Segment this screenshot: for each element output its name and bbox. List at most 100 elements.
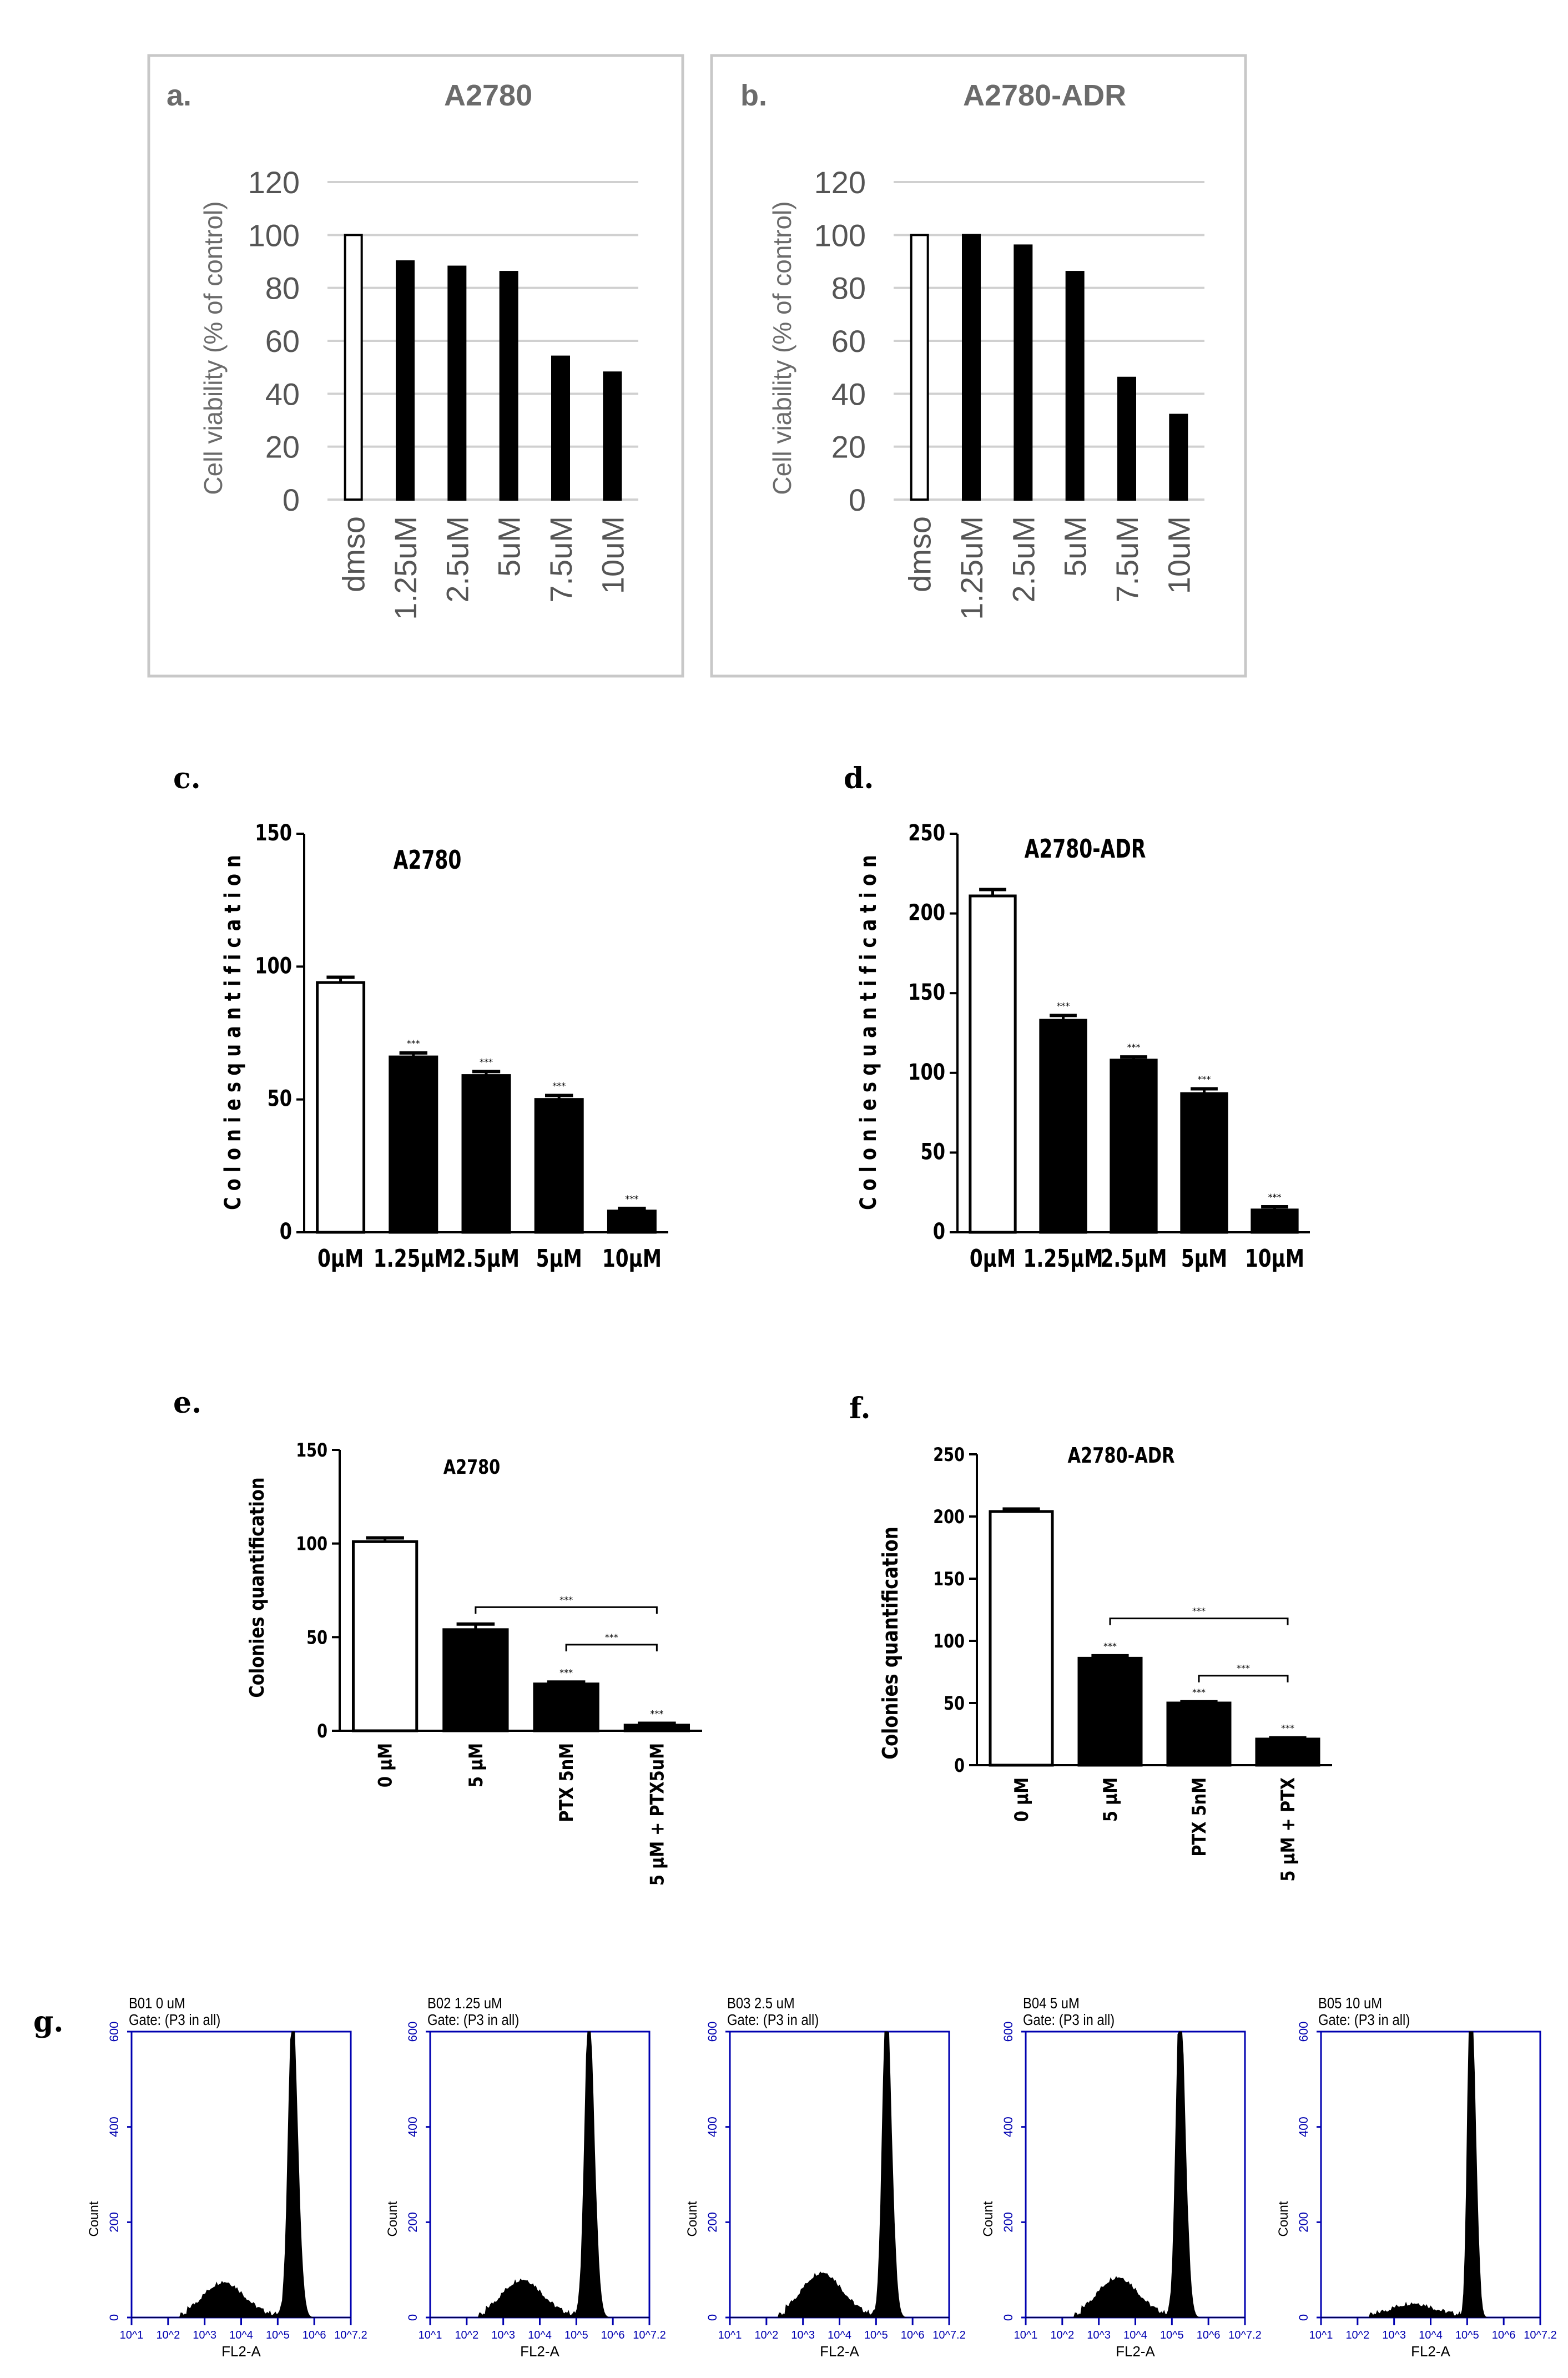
panel-g-ytick-2-3: 600	[705, 2022, 719, 2042]
panel-a-bar-2	[447, 265, 467, 501]
panel-g-xtick-2-6: 10^7.2	[932, 2329, 965, 2341]
panel-g-xtick-2-2: 10^3	[791, 2329, 815, 2341]
panel-g-ytick-3-0: 0	[1001, 2314, 1015, 2321]
panel-g-ytick-0-2: 400	[107, 2117, 121, 2137]
panel-g-xtick-1-4: 10^5	[564, 2329, 588, 2341]
panel-g-ytick-0-3: 600	[107, 2022, 121, 2042]
panel-g-ytick-1-0: 0	[406, 2314, 420, 2321]
panel-d-bar-1	[1039, 1019, 1087, 1234]
panel-e-ytick-1: 50	[306, 1626, 327, 1649]
panel-b-frame	[710, 54, 1247, 678]
panel-g-ytick-4-2: 400	[1297, 2117, 1310, 2137]
panel-b-ytick-4: 80	[831, 271, 866, 306]
panel-f-bar-0	[989, 1510, 1054, 1767]
panel-f-ytick-5: 250	[933, 1444, 965, 1466]
panel-g-xtick-0-1: 10^2	[156, 2329, 180, 2341]
panel-c-bar-2	[461, 1074, 511, 1234]
panel-g-xtick-3-0: 10^1	[1014, 2329, 1038, 2341]
panel-g-histogram-4	[1321, 2031, 1540, 2318]
panel-e-bracket-label-1: ***	[605, 1632, 618, 1643]
panel-d-bar-4	[1251, 1208, 1299, 1234]
panel-g-xtick-3-3: 10^4	[1123, 2329, 1147, 2341]
panel-c-ylabel: C o l o n i e s q u a n t i f i c a t i …	[219, 855, 245, 1210]
panel-f-ytick-0: 0	[954, 1755, 965, 1777]
panel-a-frame	[147, 54, 684, 678]
panel-g-xtick-4-3: 10^4	[1419, 2329, 1443, 2341]
panel-f-sig-1: ***	[1103, 1641, 1117, 1651]
panel-g-histogram-0	[132, 2031, 351, 2318]
panel-g-xtick-2-3: 10^4	[828, 2329, 851, 2341]
panel-g-gate-1: Gate: (P3 in all)	[427, 2011, 519, 2028]
panel-d-xtick-0: 0µM	[970, 1245, 1016, 1273]
panel-e-bracket-label-0: ***	[559, 1594, 573, 1605]
panel-f-xtick-2: PTX 5nM	[1189, 1777, 1211, 1857]
panel-a-xtick-1: 1.25uM	[388, 516, 423, 620]
panel-c-sig-1: ***	[407, 1038, 420, 1049]
panel-g-xtick-2-1: 10^2	[754, 2329, 778, 2341]
panel-g-xlabel-4: FL2-A	[1411, 2343, 1450, 2360]
panel-d-xtick-2: 2.5µM	[1100, 1245, 1167, 1273]
panel-b-xtick-4: 7.5uM	[1110, 516, 1145, 603]
panel-c-sig-2: ***	[480, 1056, 493, 1067]
panel-g-title-2: B03 2.5 uM	[727, 1994, 795, 2012]
panel-b-xtick-3: 5uM	[1058, 516, 1093, 577]
panel-f-sig-2: ***	[1192, 1687, 1206, 1697]
panel-a-xtick-0: dmso	[336, 516, 371, 592]
panel-a-label: a.	[167, 79, 191, 112]
panel-g-xlabel-2: FL2-A	[820, 2343, 859, 2360]
panel-g-ytick-3-3: 600	[1001, 2022, 1015, 2042]
panel-c-ytick-2: 100	[255, 953, 292, 979]
panel-f-sig-3: ***	[1281, 1723, 1294, 1734]
panel-g-xtick-1-6: 10^7.2	[633, 2329, 665, 2341]
panel-g-xtick-0-5: 10^6	[302, 2329, 326, 2341]
panel-b-label: b.	[740, 79, 767, 112]
panel-g-ylabel-2: Count	[685, 2201, 700, 2236]
panel-g-xlabel-3: FL2-A	[1116, 2343, 1155, 2360]
panel-e-bar-2	[533, 1682, 599, 1732]
panel-d-bar-0	[969, 894, 1017, 1234]
panel-g-xtick-3-2: 10^3	[1087, 2329, 1111, 2341]
panel-d-sig-4: ***	[1268, 1192, 1282, 1202]
panel-f-xtick-0: 0 µM	[1011, 1777, 1033, 1822]
panel-g-ylabel-4: Count	[1276, 2201, 1291, 2236]
panel-g-ytick-1-2: 400	[406, 2117, 420, 2137]
panel-c-sig-3: ***	[552, 1080, 566, 1091]
panel-e-xtick-0: 0 µM	[375, 1743, 396, 1787]
panel-a-bar-3	[499, 271, 518, 501]
panel-g-gate-3: Gate: (P3 in all)	[1023, 2011, 1115, 2028]
panel-g-histogram-3	[1026, 2031, 1245, 2318]
panel-d-title: A2780-ADR	[1025, 834, 1146, 864]
panel-g-xtick-3-4: 10^5	[1160, 2329, 1184, 2341]
panel-f-ytick-3: 150	[933, 1568, 965, 1590]
panel-g-xtick-0-4: 10^5	[266, 2329, 290, 2341]
panel-b-title: A2780-ADR	[963, 79, 1126, 112]
panel-g-xtick-2-0: 10^1	[718, 2329, 742, 2341]
panel-e-xtick-3: 5 µM + PTX5uM	[647, 1743, 668, 1886]
panel-a-title: A2780	[444, 79, 532, 112]
panel-e-bar-3	[623, 1724, 690, 1732]
panel-d-label: d.	[844, 762, 874, 795]
panel-g-title-0: B01 0 uM	[129, 1994, 185, 2012]
panel-f-bar-1	[1077, 1656, 1143, 1767]
panel-a-ytick-6: 120	[248, 165, 300, 200]
panel-d-ytick-4: 200	[908, 899, 945, 925]
panel-b-bar-3	[1065, 271, 1085, 501]
panel-g-ytick-4-3: 600	[1297, 2022, 1310, 2042]
panel-a-bar-5	[603, 371, 622, 501]
panel-a-xtick-4: 7.5uM	[543, 516, 578, 603]
panel-a-bar-0	[344, 234, 363, 501]
panel-f-bar-2	[1166, 1701, 1232, 1767]
panel-a-ytick-0: 0	[283, 482, 300, 517]
panel-d-xtick-3: 5µM	[1181, 1245, 1227, 1273]
panel-g-ytick-4-0: 0	[1297, 2314, 1310, 2321]
panel-g-ylabel-0: Count	[87, 2201, 102, 2236]
panel-g-ylabel-3: Count	[981, 2201, 996, 2236]
panel-c-ytick-1: 50	[267, 1085, 292, 1111]
panel-a-bar-4	[551, 355, 570, 501]
panel-d-ytick-3: 150	[908, 979, 945, 1005]
panel-c-ytick-3: 150	[255, 819, 292, 845]
panel-g-xtick-0-2: 10^3	[193, 2329, 216, 2341]
panel-c-xtick-1: 1.25µM	[374, 1245, 453, 1273]
panel-b-ytick-2: 40	[831, 376, 866, 411]
panel-b-xtick-1: 1.25uM	[954, 516, 989, 620]
